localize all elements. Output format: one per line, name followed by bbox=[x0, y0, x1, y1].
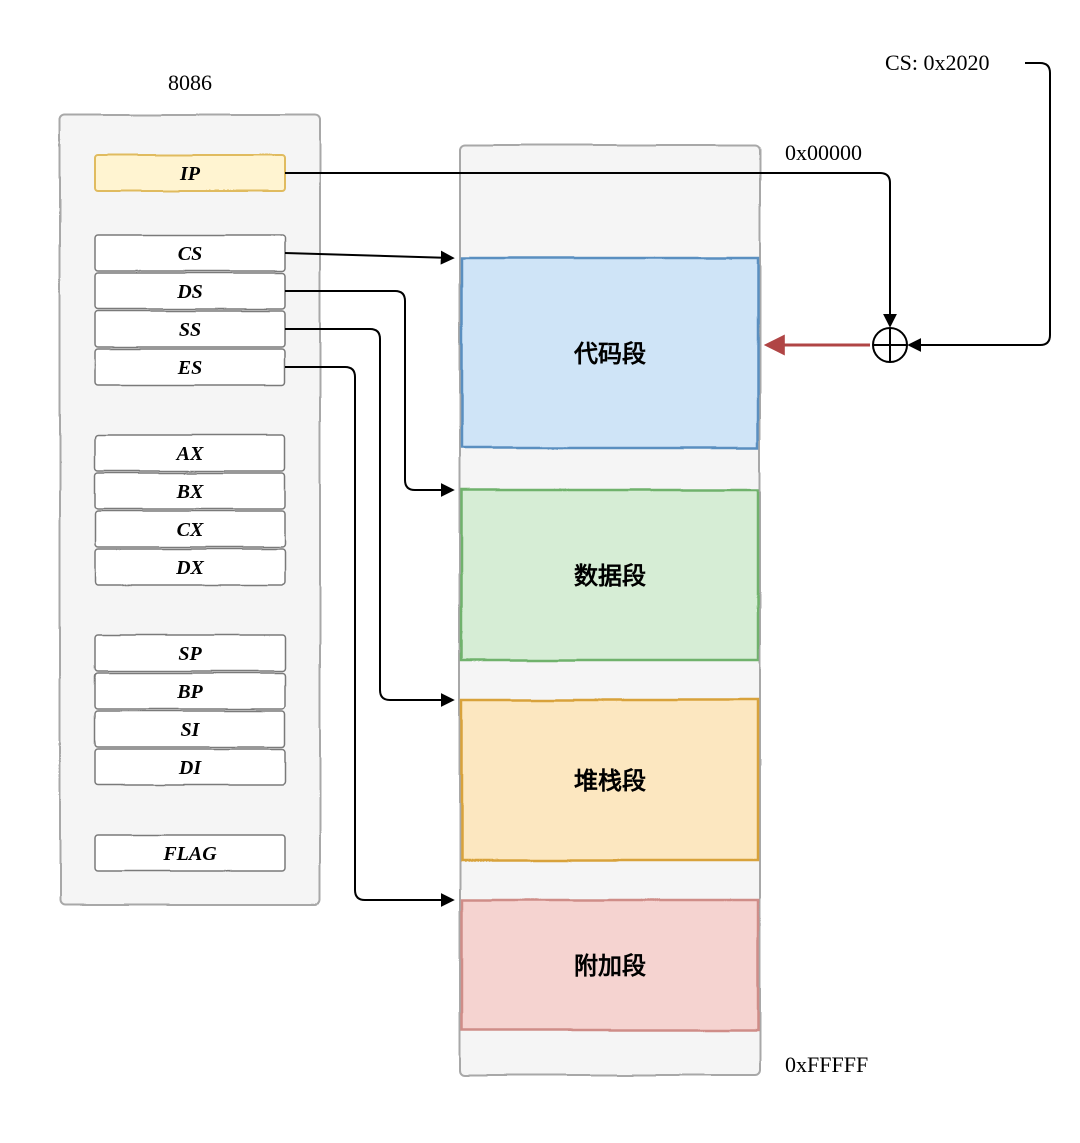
register-label-es: ES bbox=[177, 357, 202, 379]
register-label-dx: DX bbox=[175, 557, 204, 579]
cpu-memory-diagram: 8086 IP CS DS SS ES AX BX CX DX SP BP SI DI FLAG 代码段数据段… bbox=[0, 0, 1080, 1143]
memory-top-address: 0x00000 bbox=[785, 140, 862, 165]
memory-segment-label-data: 数据段 bbox=[574, 562, 646, 590]
register-label-bp: BP bbox=[176, 681, 203, 703]
register-label-cx: CX bbox=[177, 519, 204, 541]
memory-segment-label-extra: 附加段 bbox=[574, 952, 646, 980]
register-label-sp: SP bbox=[178, 643, 202, 665]
memory-segment-label-stack: 堆栈段 bbox=[574, 767, 646, 795]
cpu-title: 8086 bbox=[168, 70, 212, 95]
register-label-ds: DS bbox=[176, 281, 203, 303]
register-label-ax: AX bbox=[175, 443, 204, 465]
register-label-ss: SS bbox=[179, 319, 201, 341]
memory-segment-label-code: 代码段 bbox=[573, 340, 646, 368]
register-label-di: DI bbox=[178, 757, 202, 779]
register-label-flag: FLAG bbox=[162, 843, 217, 865]
cpu-panel bbox=[60, 115, 320, 905]
register-label-si: SI bbox=[181, 719, 201, 741]
arrow-cslabel-to-adder bbox=[910, 63, 1050, 345]
memory-bottom-address: 0xFFFFF bbox=[785, 1052, 868, 1077]
register-label-ip: IP bbox=[179, 163, 201, 185]
register-label-cs: CS bbox=[178, 243, 202, 265]
register-label-bx: BX bbox=[176, 481, 204, 503]
cs-value-label: CS: 0x2020 bbox=[885, 50, 990, 75]
